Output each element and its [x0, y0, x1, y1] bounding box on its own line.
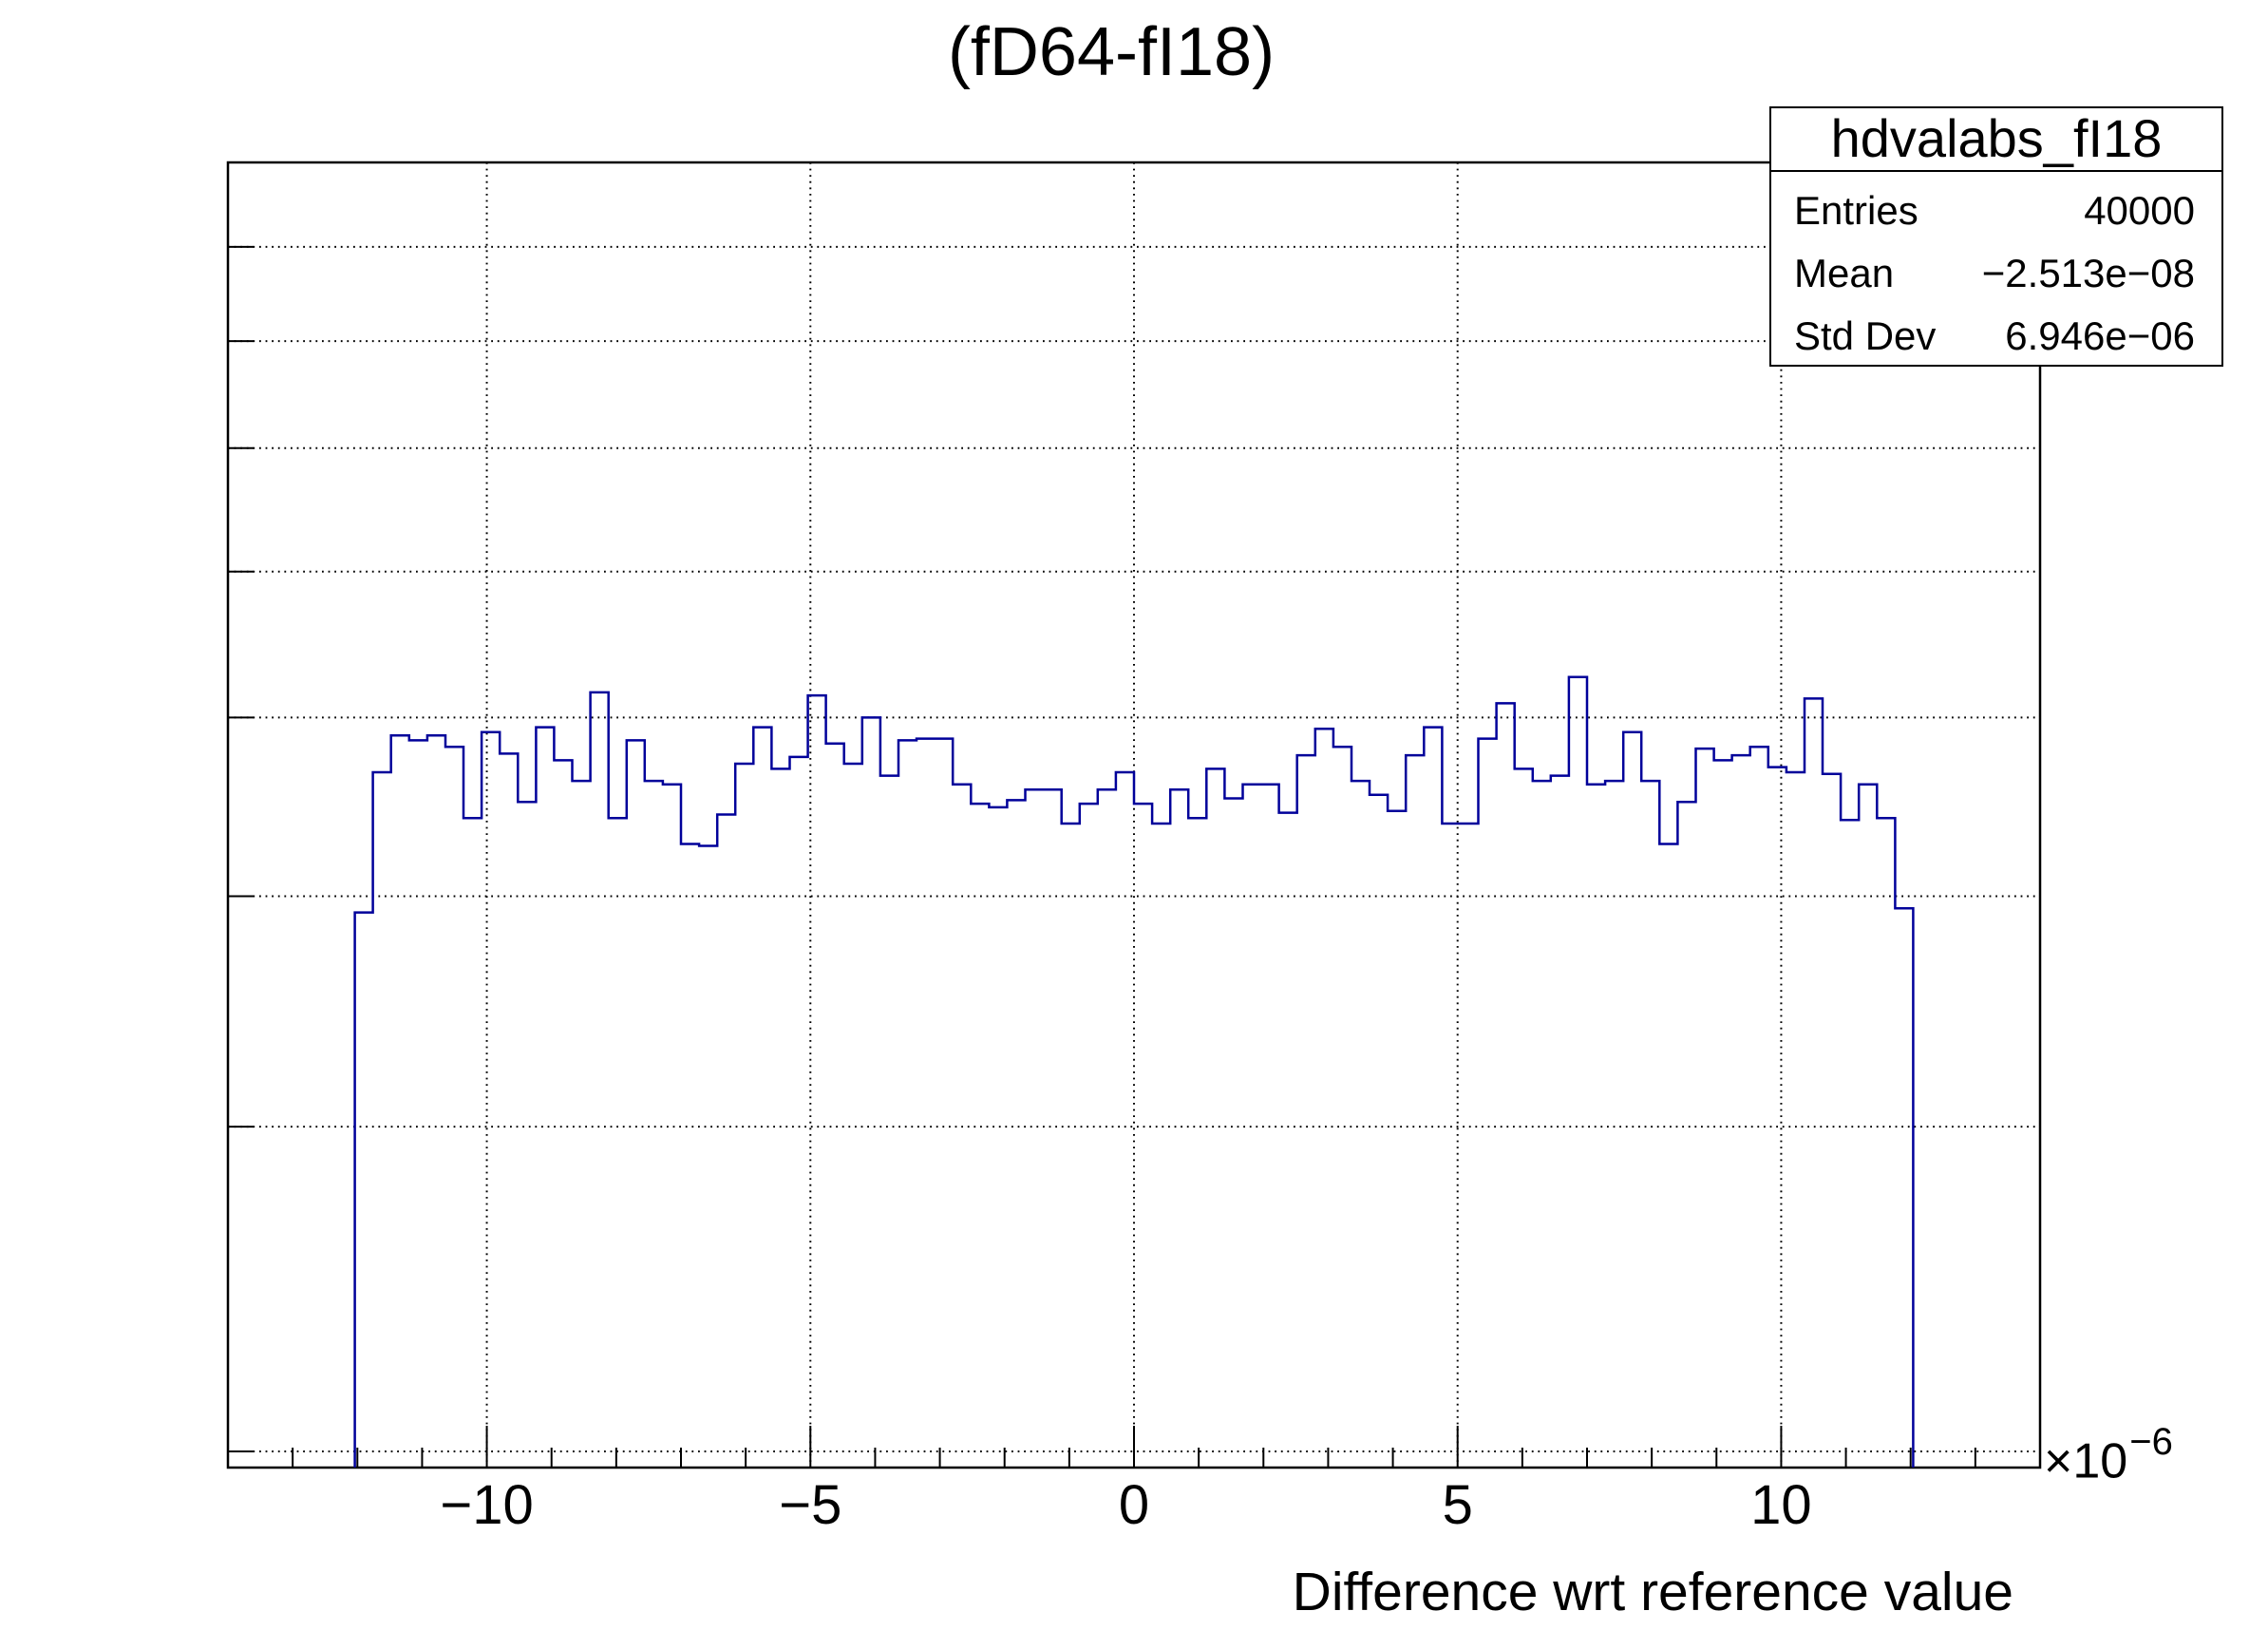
plot-frame: [226, 161, 2042, 1469]
chart-title: (fD64-fI18): [947, 14, 1276, 90]
x-axis-title: Difference wrt reference value: [1292, 1562, 2013, 1622]
stats-label: Std Dev: [1794, 313, 1937, 358]
stats-value: 6.946e−06: [2005, 313, 2195, 358]
stats-value: 40000: [2084, 188, 2195, 233]
stats-box-header: hdvalabs_fI18: [1771, 108, 2221, 172]
multiplier-exponent: −6: [2129, 1421, 2173, 1463]
x-tick-label: −5: [779, 1474, 842, 1536]
x-tick-label: 0: [1118, 1474, 1150, 1536]
stats-box-rows: Entries 40000 Mean −2.513e−08 Std Dev 6.…: [1771, 172, 2221, 368]
stats-label: Entries: [1794, 188, 1918, 233]
stats-label: Mean: [1794, 251, 1895, 295]
stats-box: hdvalabs_fI18 Entries 40000 Mean −2.513e…: [1769, 106, 2223, 367]
x-tick-label: −10: [440, 1474, 534, 1536]
x-tick-label: 10: [1750, 1474, 1812, 1536]
x-axis-multiplier: ×10−6: [2044, 1423, 2173, 1489]
histogram-line: [353, 675, 1915, 1468]
stats-row-stddev: Std Dev 6.946e−06: [1794, 305, 2195, 368]
stats-row-entries: Entries 40000: [1794, 180, 2195, 242]
stats-value: −2.513e−08: [1981, 251, 2195, 295]
multiplier-base: ×10: [2044, 1433, 2128, 1489]
stats-row-mean: Mean −2.513e−08: [1794, 242, 2195, 305]
x-tick-label: 5: [1442, 1474, 1473, 1536]
